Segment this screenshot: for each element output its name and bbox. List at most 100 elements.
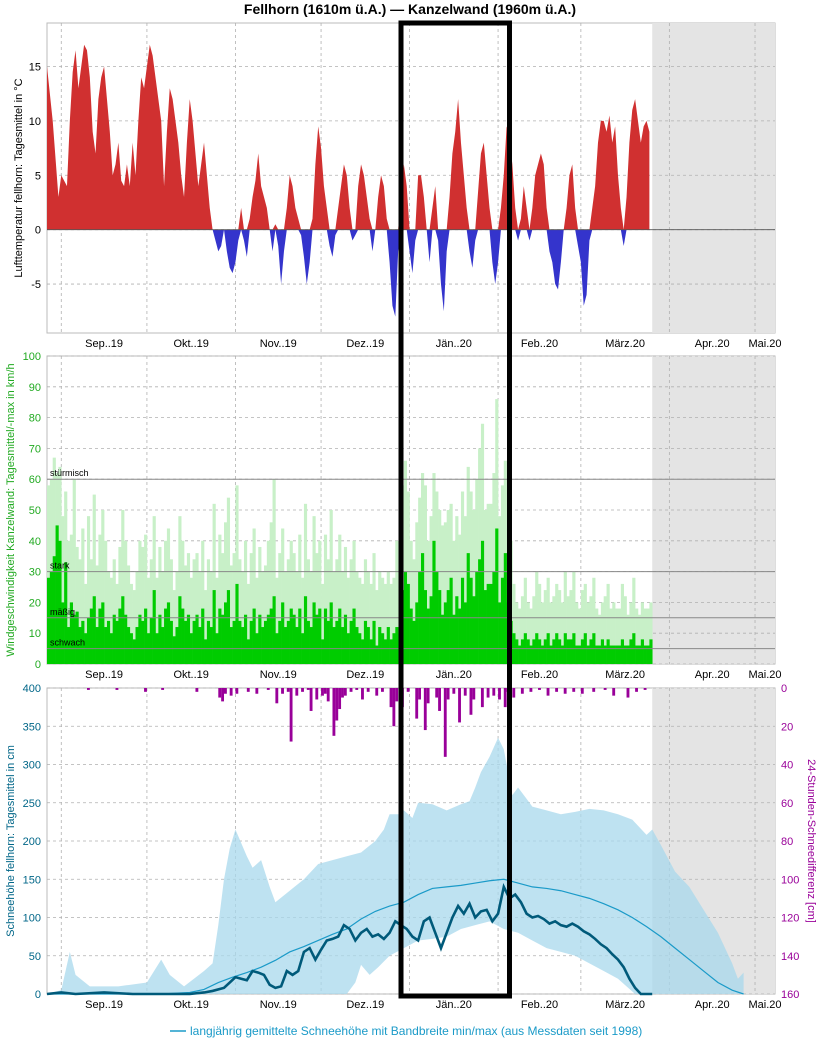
wind-mean-bar bbox=[343, 614, 348, 664]
wind-max-bar bbox=[243, 540, 248, 664]
wind-mean-bar bbox=[341, 627, 345, 664]
wind-max-bar bbox=[329, 510, 333, 664]
wind-max-bar bbox=[375, 590, 379, 664]
month-tick-label: Feb..20 bbox=[521, 999, 558, 1011]
wind-mean-bar bbox=[47, 577, 51, 664]
snow-tick-label: 0 bbox=[35, 989, 41, 1001]
wind-max-bar bbox=[649, 602, 653, 664]
wind-mean-bar bbox=[466, 553, 470, 664]
wind-max-bar bbox=[78, 559, 82, 664]
wind-max-bar bbox=[278, 553, 282, 664]
wind-max-bar bbox=[566, 596, 570, 664]
wind-max-bar bbox=[132, 590, 136, 664]
snowdiff-bar bbox=[452, 688, 456, 694]
wind-max-bar bbox=[306, 559, 310, 664]
wind-mean-bar bbox=[498, 602, 502, 664]
wind-max-bar bbox=[118, 546, 122, 664]
snowdiff-bar bbox=[255, 688, 259, 694]
wind-mean-bar bbox=[98, 608, 102, 664]
snowdiff-bar bbox=[463, 688, 467, 696]
snowdiff-bar bbox=[529, 688, 533, 692]
snowdiff-bar bbox=[218, 688, 222, 698]
wind-mean-bar bbox=[321, 639, 325, 664]
wind-mean-bar bbox=[295, 627, 299, 664]
wind-max-bar bbox=[281, 528, 285, 664]
wind-mean-bar bbox=[463, 602, 467, 664]
snowdiff-bar bbox=[332, 688, 336, 736]
wind-mean-bar bbox=[520, 639, 525, 664]
snowdiff-bar bbox=[86, 688, 90, 690]
wind-mean-bar bbox=[500, 577, 505, 664]
month-tick-label: Jän..20 bbox=[436, 338, 472, 350]
snowdiff-bar bbox=[306, 688, 310, 690]
month-tick-label: Nov..19 bbox=[260, 669, 297, 681]
wind-mean-bar bbox=[378, 627, 382, 664]
wind-mean-bar bbox=[52, 556, 56, 664]
wind-mean-bar bbox=[615, 645, 619, 664]
wind-mean-bar bbox=[603, 645, 607, 664]
snowdiff-bar bbox=[512, 688, 516, 698]
snow-tick-label: 250 bbox=[23, 798, 41, 810]
wind-max-bar bbox=[546, 577, 550, 664]
wind-mean-bar bbox=[75, 611, 79, 664]
wind-max-bar bbox=[406, 491, 410, 664]
snowdiff-bar bbox=[381, 688, 384, 692]
wind-max-bar bbox=[552, 596, 556, 664]
month-tick-label: März.20 bbox=[605, 338, 645, 350]
wind-mean-bar bbox=[458, 608, 462, 664]
temperature-negative-area bbox=[47, 229, 650, 317]
wind-mean-bar bbox=[115, 620, 119, 664]
wind-mean-bar bbox=[460, 577, 465, 664]
snowdiff-bar bbox=[335, 688, 339, 721]
wind-mean-bar bbox=[366, 627, 370, 664]
month-tick-label: Dez..19 bbox=[346, 338, 384, 350]
month-tick-label: Nov..19 bbox=[260, 338, 297, 350]
wind-mean-bar bbox=[620, 639, 624, 664]
wind-mean-bar bbox=[586, 645, 590, 664]
wind-max-bar bbox=[438, 510, 442, 664]
chart-title: Fellhorn (1610m ü.A.) — Kanzelwand (1960… bbox=[244, 1, 576, 17]
snow-tick-label: 400 bbox=[23, 683, 41, 695]
wind-max-bar bbox=[575, 602, 579, 664]
wind-max-bar bbox=[600, 602, 605, 664]
month-tick-label: Mai.20 bbox=[748, 669, 781, 681]
wind-mean-bar bbox=[243, 614, 248, 664]
wind-mean-bar bbox=[552, 639, 556, 664]
wind-mean-bar bbox=[538, 639, 542, 664]
wind-max-bar bbox=[372, 553, 376, 664]
wind-mean-bar bbox=[181, 608, 185, 664]
wind-mean-bar bbox=[323, 608, 328, 664]
wind-threshold-label: stark bbox=[50, 561, 70, 571]
wind-max-bar bbox=[258, 546, 262, 664]
snowdiff-bar bbox=[443, 688, 447, 757]
wind-mean-bar bbox=[201, 608, 205, 664]
wind-max-bar bbox=[169, 559, 173, 664]
wind-max-bar bbox=[458, 534, 462, 664]
wind-max-bar bbox=[609, 608, 613, 664]
wind-mean-bar bbox=[64, 562, 68, 664]
wind-mean-bar bbox=[469, 577, 473, 664]
wind-max-bar bbox=[192, 559, 196, 664]
wind-mean-bar bbox=[104, 627, 108, 664]
wind-mean-bar bbox=[532, 639, 536, 664]
wind-max-bar bbox=[66, 540, 71, 664]
wind-mean-bar bbox=[446, 590, 450, 664]
wind-max-bar bbox=[275, 577, 279, 664]
wind-tick-label: 10 bbox=[29, 628, 41, 640]
wind-threshold-label: schwach bbox=[50, 638, 85, 648]
wind-mean-bar bbox=[375, 645, 379, 664]
wind-mean-bar bbox=[118, 608, 122, 664]
snowdiff-bar bbox=[349, 688, 353, 692]
wind-panel: stürmisch stark mäßig schwach 0 10 20 30 40 50 60… bbox=[5, 351, 782, 681]
wind-max-bar bbox=[518, 608, 522, 664]
snowdiff-tick-label: 40 bbox=[781, 760, 793, 772]
snowdiff-bar bbox=[503, 688, 507, 708]
month-tick-label: Dez..19 bbox=[346, 999, 384, 1011]
wind-max-bar bbox=[472, 510, 476, 664]
snowdiff-bar bbox=[626, 688, 630, 698]
wind-mean-bar bbox=[423, 590, 428, 664]
wind-max-bar bbox=[246, 583, 250, 664]
wind-mean-bar bbox=[372, 620, 376, 664]
wind-max-bar bbox=[315, 553, 319, 664]
wind-max-bar bbox=[395, 540, 399, 664]
